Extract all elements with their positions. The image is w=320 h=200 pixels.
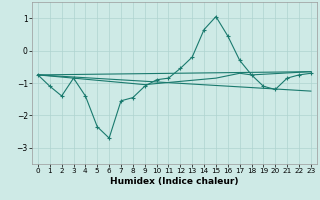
X-axis label: Humidex (Indice chaleur): Humidex (Indice chaleur): [110, 177, 239, 186]
